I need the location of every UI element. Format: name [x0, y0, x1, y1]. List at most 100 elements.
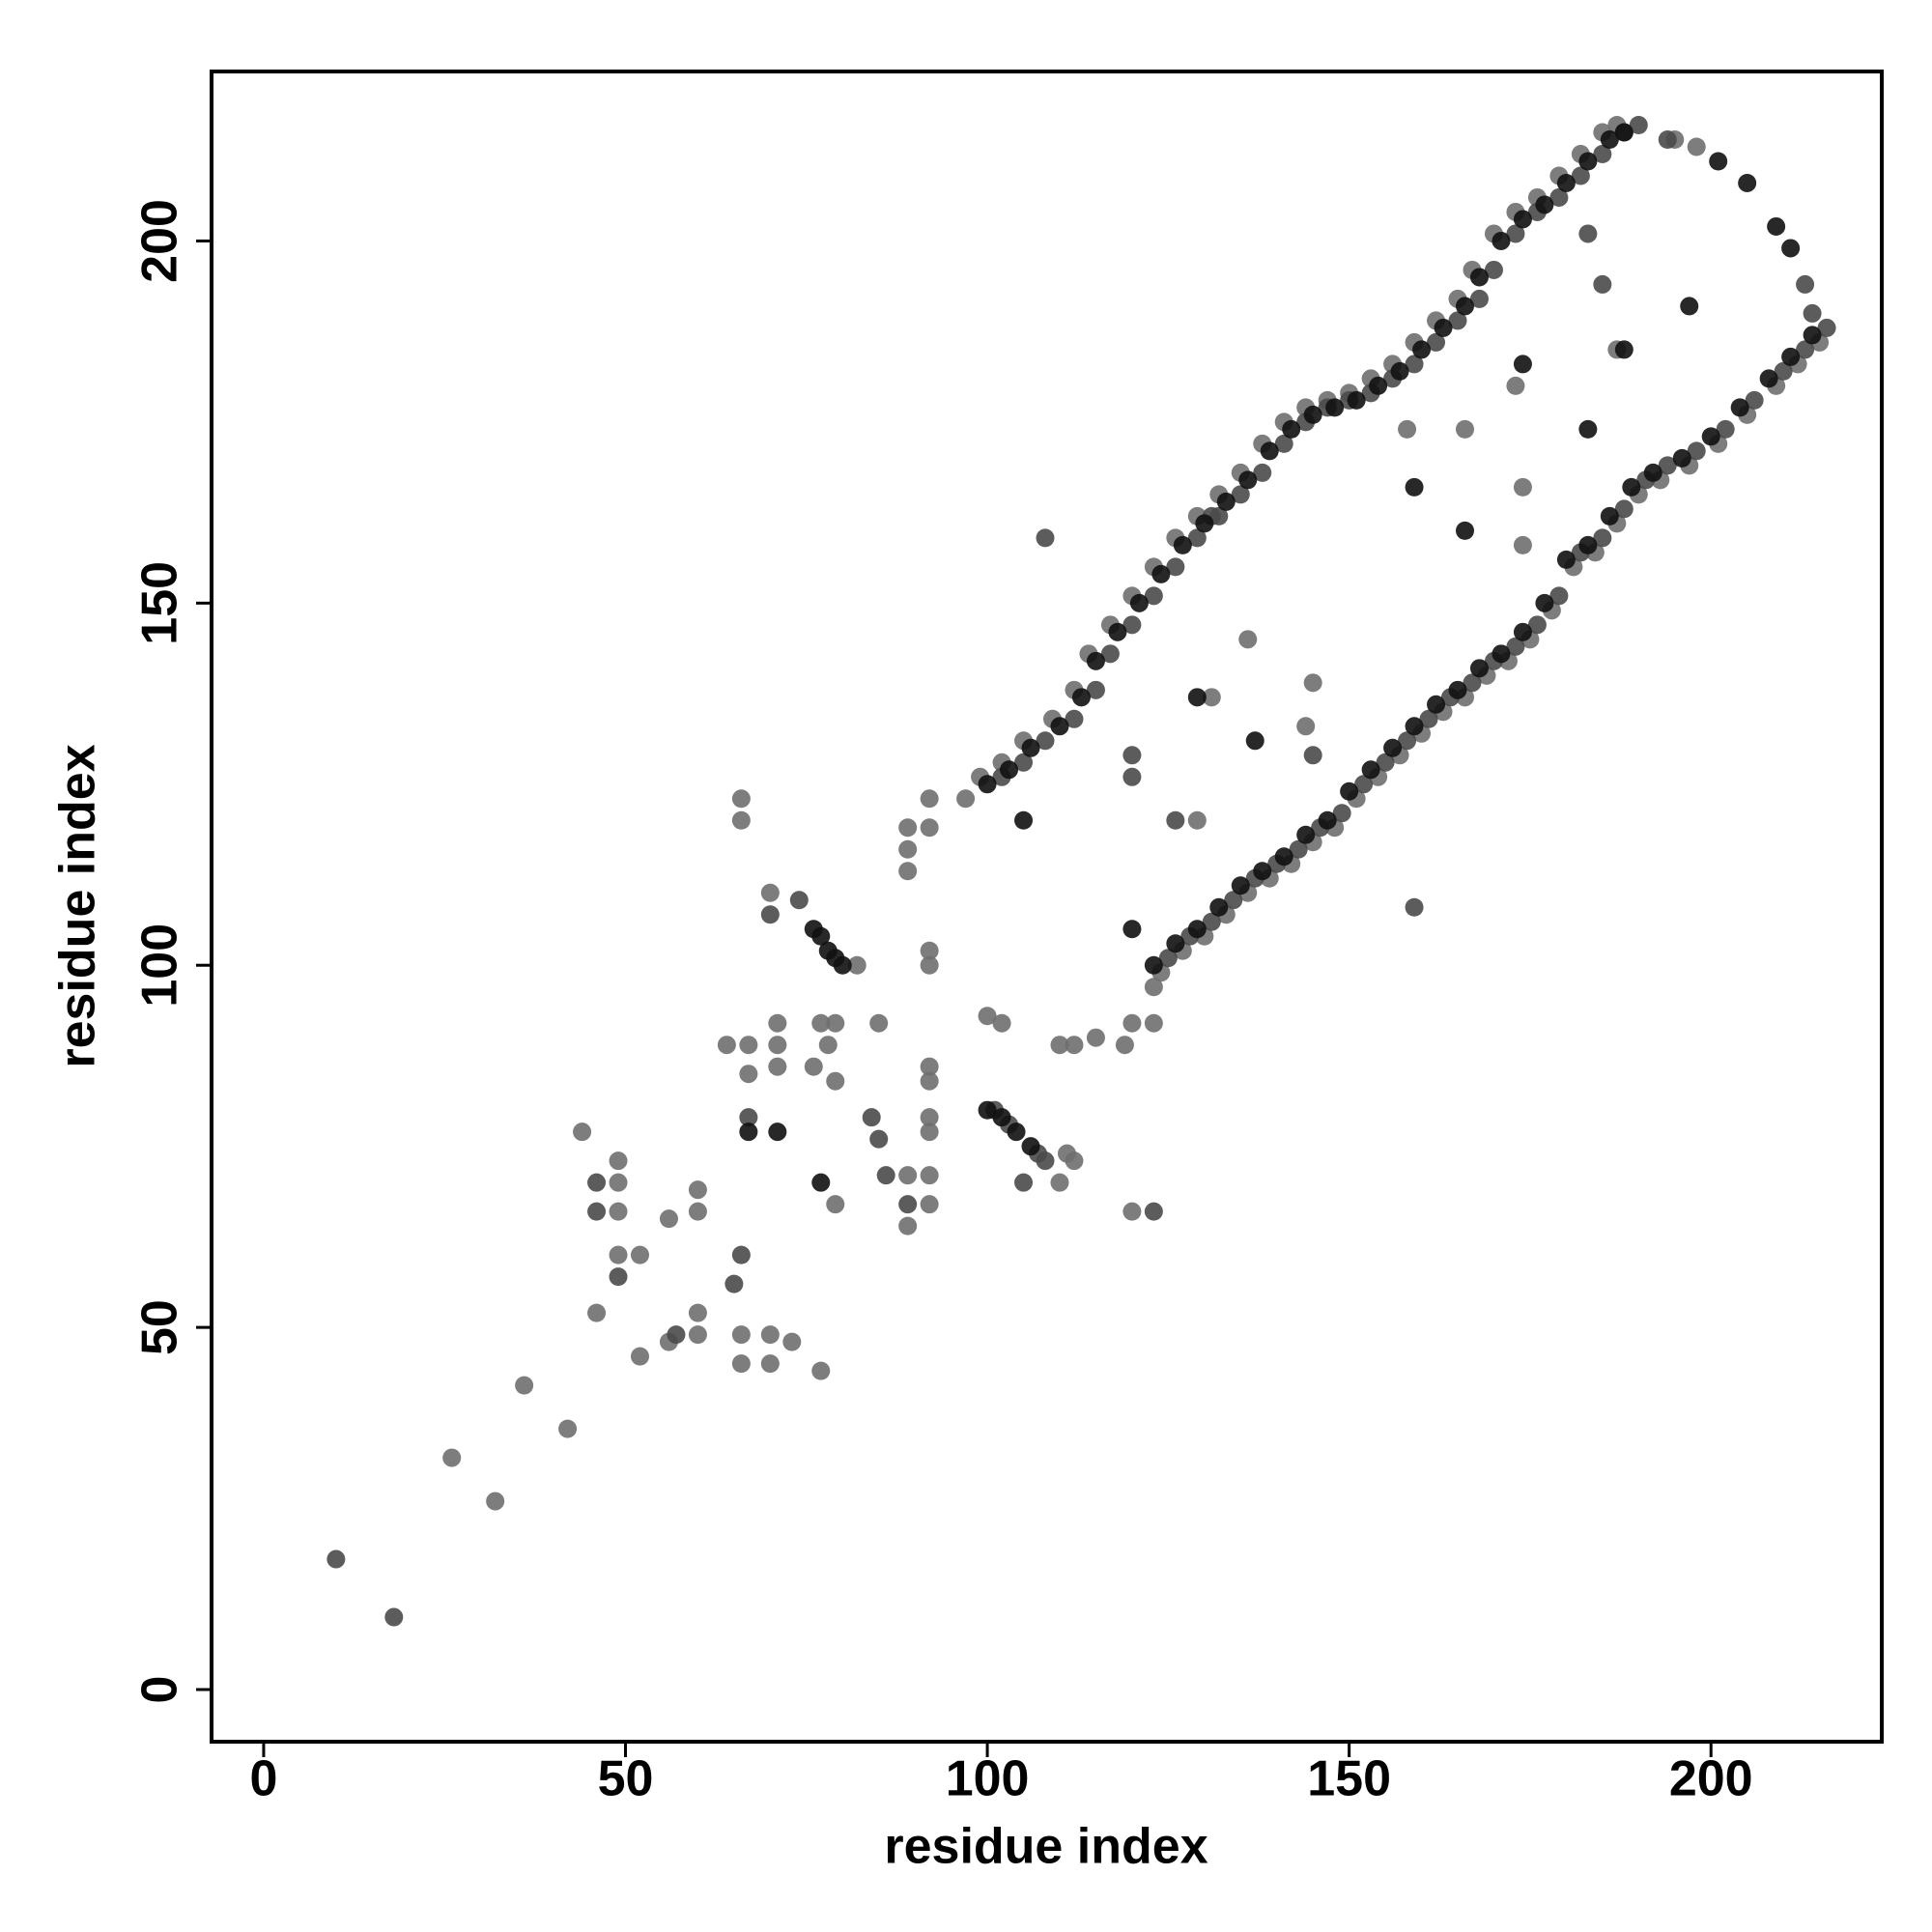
- point: [1803, 326, 1822, 345]
- point: [1600, 506, 1619, 526]
- point: [1282, 419, 1301, 439]
- point: [1405, 897, 1424, 917]
- point: [978, 1100, 997, 1120]
- point: [768, 1057, 787, 1076]
- point: [1260, 441, 1279, 461]
- x-tick-label: 0: [249, 1751, 277, 1807]
- x-tick-label: 150: [1307, 1751, 1391, 1807]
- point: [1556, 173, 1576, 192]
- point: [1600, 129, 1619, 149]
- point: [768, 1122, 787, 1142]
- point: [1245, 731, 1264, 751]
- point: [1303, 746, 1322, 765]
- point: [920, 1057, 939, 1076]
- point: [1398, 731, 1417, 751]
- point: [1086, 651, 1105, 670]
- point: [826, 1013, 845, 1033]
- y-tick-label: 100: [132, 923, 188, 1008]
- point: [1050, 717, 1069, 736]
- point: [869, 1129, 889, 1149]
- point: [811, 1361, 831, 1380]
- point: [1296, 717, 1316, 736]
- point: [1803, 303, 1822, 323]
- point: [1506, 224, 1525, 243]
- point: [898, 839, 918, 859]
- y-tick-label: 0: [132, 1676, 188, 1704]
- point: [1151, 564, 1171, 583]
- point: [1535, 593, 1554, 612]
- point: [1412, 340, 1432, 359]
- point: [1469, 289, 1489, 308]
- point: [992, 1108, 1011, 1127]
- point: [1759, 369, 1778, 388]
- point: [1050, 1173, 1069, 1192]
- point: [1709, 152, 1728, 171]
- point: [731, 1354, 751, 1374]
- point: [1144, 586, 1163, 606]
- point: [1427, 332, 1446, 352]
- point: [609, 1173, 628, 1192]
- point: [1253, 463, 1272, 482]
- point: [1448, 311, 1467, 330]
- point: [1144, 978, 1163, 997]
- point: [1527, 615, 1547, 635]
- point: [1622, 477, 1641, 497]
- point: [1122, 746, 1142, 765]
- point: [486, 1492, 505, 1511]
- point: [1513, 355, 1532, 374]
- point: [1535, 195, 1554, 214]
- point: [1593, 528, 1612, 548]
- point: [818, 1036, 838, 1055]
- point: [1701, 427, 1720, 446]
- point: [688, 1202, 707, 1221]
- point: [1383, 738, 1403, 757]
- point: [1158, 949, 1178, 968]
- point: [1774, 361, 1793, 381]
- point: [1187, 688, 1207, 707]
- point: [1687, 441, 1706, 461]
- point: [862, 1108, 881, 1127]
- point: [587, 1303, 607, 1322]
- point: [1398, 419, 1417, 439]
- point: [1253, 862, 1272, 881]
- point: [811, 926, 831, 946]
- point: [1122, 615, 1142, 635]
- point: [1202, 912, 1221, 931]
- point: [1021, 738, 1040, 757]
- point: [1571, 166, 1590, 185]
- point: [667, 1325, 686, 1345]
- point: [1448, 680, 1467, 699]
- point: [1469, 659, 1489, 678]
- point: [731, 1245, 751, 1264]
- point: [731, 810, 751, 830]
- point: [1065, 1036, 1084, 1055]
- point: [1506, 376, 1525, 395]
- point: [731, 1325, 751, 1345]
- point: [609, 1151, 628, 1171]
- x-axis-title: residue index: [884, 1819, 1208, 1875]
- point: [1745, 390, 1764, 410]
- point: [1767, 216, 1786, 236]
- point: [1340, 781, 1359, 801]
- point: [760, 883, 780, 902]
- point: [739, 1065, 758, 1084]
- point: [1687, 137, 1706, 156]
- point: [1369, 376, 1388, 395]
- point: [1556, 550, 1576, 569]
- point: [1108, 622, 1127, 641]
- point: [768, 1013, 787, 1033]
- point: [1036, 528, 1055, 548]
- x-tick-label: 100: [946, 1751, 1030, 1807]
- point: [1122, 767, 1142, 786]
- point: [1796, 340, 1815, 359]
- point: [1231, 876, 1250, 895]
- point: [1000, 760, 1019, 780]
- point: [1166, 557, 1185, 577]
- point: [1405, 717, 1424, 736]
- point: [1781, 347, 1801, 366]
- point: [1492, 644, 1511, 664]
- point: [1202, 688, 1221, 707]
- point: [1629, 115, 1648, 134]
- point: [1050, 1036, 1069, 1055]
- point: [1303, 405, 1322, 424]
